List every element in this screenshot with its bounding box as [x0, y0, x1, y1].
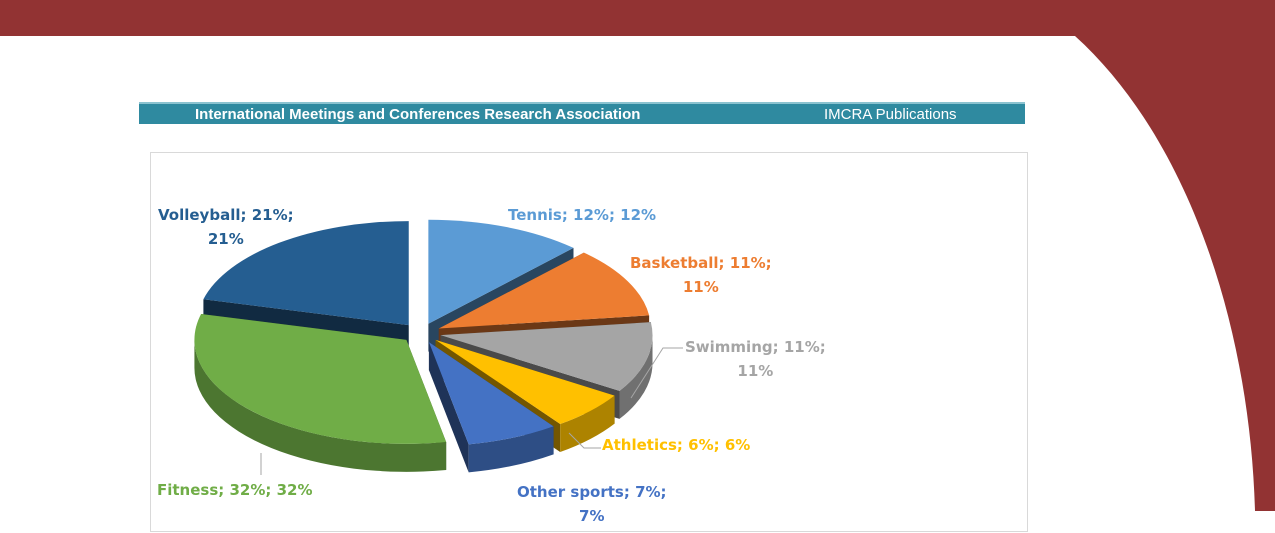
pie-slice-basketball-top — [438, 252, 650, 329]
data-label-fitness: Fitness; 32%; 32% — [157, 478, 313, 502]
pie-slice-other-sports-top — [428, 342, 554, 445]
publication-banner: International Meetings and Conferences R… — [139, 102, 1025, 124]
org-name: International Meetings and Conferences R… — [195, 106, 641, 123]
data-label-basketball-line2: 11% — [682, 278, 719, 296]
data-label-basketball: Basketball; 11%; 11% — [630, 251, 772, 299]
pie-chart — [194, 219, 683, 475]
corner-decor-curve — [1030, 36, 1275, 511]
data-label-volleyball-line1: Volleyball; 21%; — [158, 206, 294, 224]
data-label-athletics: Athletics; 6%; 6% — [602, 433, 750, 457]
pie-slice-other-sports — [428, 342, 554, 473]
pie-slice-athletics-top — [435, 339, 615, 424]
pie-slice-fitness — [194, 313, 447, 472]
data-label-athletics-line1: Athletics; 6%; 6% — [602, 436, 751, 454]
data-label-tennis-line1: Tennis; 12%; 12% — [508, 206, 657, 224]
data-label-other-sports: Other sports; 7%; 7% — [517, 480, 667, 528]
pie-slice-swimming-top — [440, 322, 653, 391]
data-label-volleyball-line2: 21% — [207, 230, 244, 248]
chart-frame: Tennis; 12%; 12% Basketball; 11%; 11% Sw… — [150, 152, 1028, 532]
data-label-other-sports-line2: 7% — [579, 507, 605, 525]
leader-line-swimming — [630, 347, 683, 399]
data-label-swimming-line2: 11% — [737, 362, 774, 380]
pie-slice-other-sports-rim — [468, 426, 554, 473]
data-label-volleyball: Volleyball; 21%; 21% — [158, 203, 294, 251]
pie-slice-volleyball-top — [203, 221, 409, 326]
data-label-swimming-line1: Swimming; 11%; — [685, 338, 826, 356]
data-label-tennis: Tennis; 12%; 12% — [508, 203, 656, 227]
data-label-basketball-line1: Basketball; 11%; — [630, 254, 772, 272]
data-label-fitness-line1: Fitness; 32%; 32% — [157, 481, 313, 499]
pie-slice-tennis-top — [428, 219, 574, 324]
pie-slice-swimming-rim — [619, 335, 653, 419]
pie-slice-fitness-top — [194, 313, 447, 444]
pie-slice-fitness-rim — [194, 339, 447, 472]
data-label-swimming: Swimming; 11%; 11% — [685, 335, 826, 383]
data-label-other-sports-line1: Other sports; 7%; — [517, 483, 667, 501]
leader-line-athletics — [568, 432, 601, 449]
top-decor-bar — [0, 0, 1275, 36]
pie-slice-other-sports-cut — [428, 342, 469, 473]
publications-label: IMCRA Publications — [824, 106, 957, 123]
